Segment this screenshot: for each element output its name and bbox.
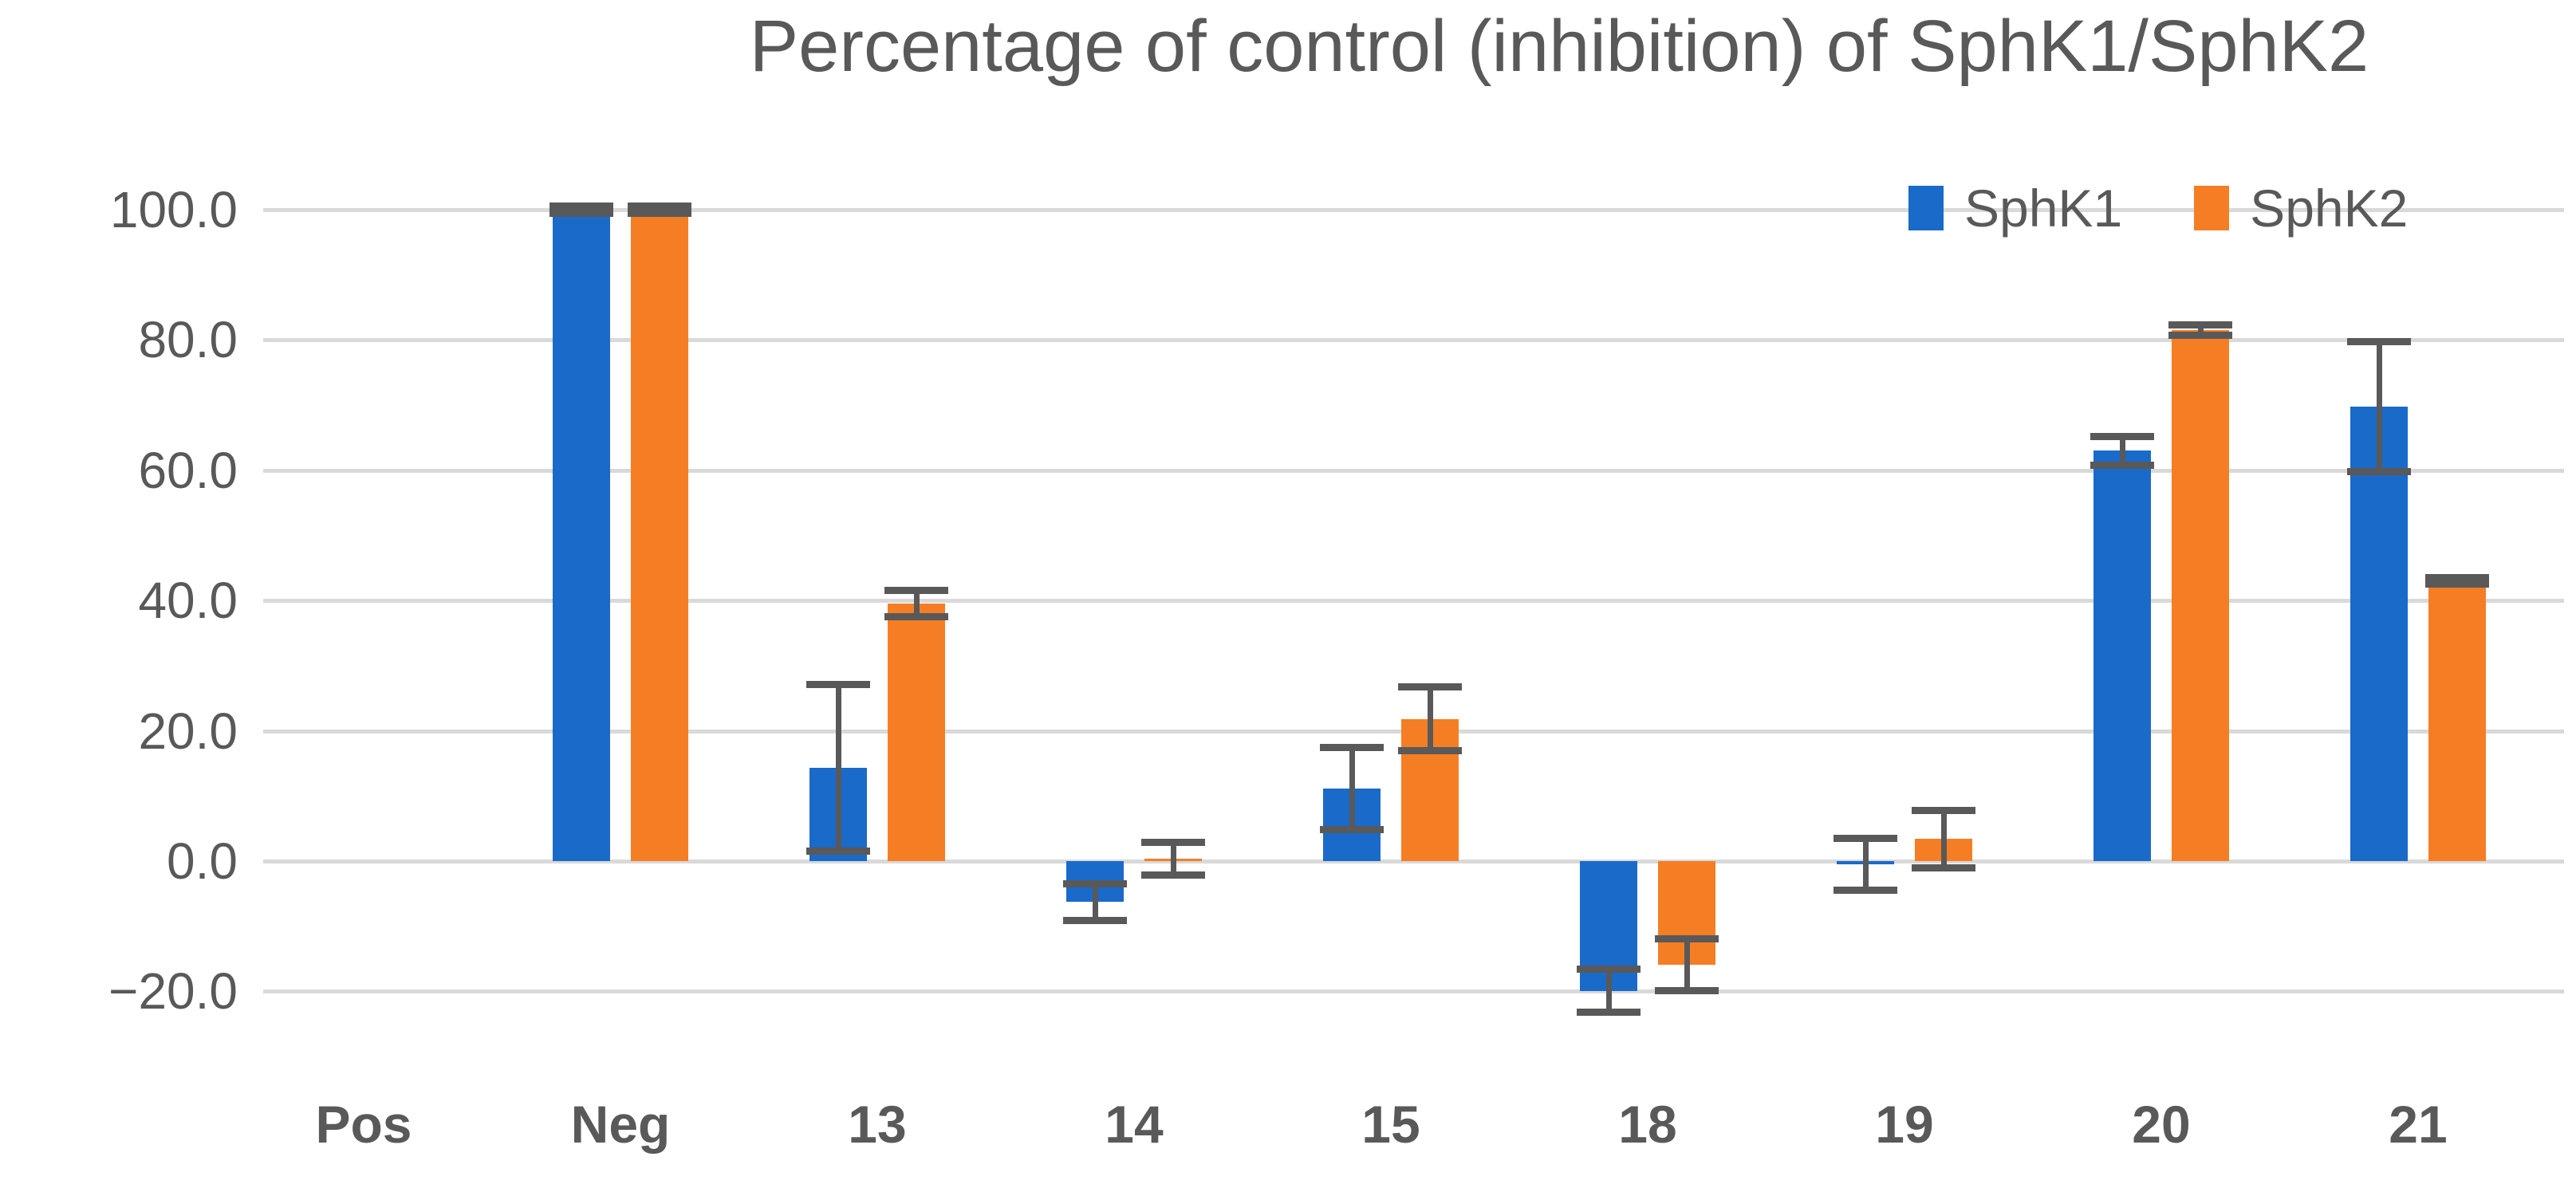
error-bar-sphk1-18-cap-top bbox=[1577, 966, 1641, 974]
bar-sphk1-20 bbox=[2093, 450, 2151, 861]
error-bar-sphk1-15-cap-top bbox=[1320, 744, 1384, 752]
error-bar-sphk2-19 bbox=[1940, 810, 1947, 868]
y-axis-tick-label: 100.0 bbox=[109, 181, 238, 238]
error-bar-sphk2-14 bbox=[1170, 842, 1176, 875]
error-bar-sphk2-19-cap-top bbox=[1912, 806, 1975, 814]
error-bar-sphk1-19 bbox=[1862, 838, 1869, 891]
bar-sphk2-neg bbox=[631, 210, 688, 861]
error-bar-sphk1-18-cap-bottom bbox=[1577, 1009, 1641, 1017]
bar-sphk2-20 bbox=[2172, 330, 2229, 861]
bar-sphk2-13 bbox=[888, 604, 945, 861]
error-bar-sphk1-neg-cap-top bbox=[549, 203, 613, 210]
error-bar-sphk2-13-cap-top bbox=[884, 587, 948, 595]
sphk1-swatch-icon bbox=[1908, 186, 1944, 230]
error-bar-sphk1-13-cap-bottom bbox=[806, 848, 870, 856]
sphk2-swatch-icon bbox=[2194, 186, 2230, 230]
legend-label-sphk2: SphK2 bbox=[2250, 179, 2409, 238]
error-bar-sphk2-20 bbox=[2197, 325, 2204, 336]
gridline bbox=[263, 208, 2564, 212]
x-axis-label-14: 14 bbox=[1105, 1095, 1164, 1154]
x-axis-label-19: 19 bbox=[1875, 1095, 1934, 1154]
error-bar-sphk2-neg-cap-top bbox=[628, 203, 691, 210]
gridline bbox=[263, 468, 2564, 473]
error-bar-sphk2-21-cap-bottom bbox=[2425, 580, 2489, 588]
y-axis-tick-label: 60.0 bbox=[138, 441, 238, 499]
x-axis-label-neg: Neg bbox=[570, 1095, 671, 1154]
error-bar-sphk1-20-cap-top bbox=[2090, 432, 2154, 440]
error-bar-sphk1-19-cap-top bbox=[1834, 834, 1897, 842]
gridline bbox=[263, 989, 2564, 994]
error-bar-sphk2-neg-cap-bottom bbox=[628, 209, 691, 217]
error-bar-sphk2-15-cap-bottom bbox=[1398, 747, 1462, 755]
x-axis-label-20: 20 bbox=[2132, 1095, 2191, 1154]
error-bar-sphk2-13 bbox=[913, 590, 920, 617]
legend-item-sphk1: SphK1 bbox=[1908, 182, 2122, 234]
bar-sphk1-21 bbox=[2350, 406, 2408, 861]
bar-sphk2-21 bbox=[2428, 580, 2486, 861]
y-axis-tick-label: 80.0 bbox=[138, 311, 238, 369]
error-bar-sphk1-18 bbox=[1605, 969, 1612, 1013]
error-bar-sphk2-14-cap-top bbox=[1141, 838, 1205, 846]
gridline bbox=[263, 860, 2564, 863]
error-bar-sphk2-15 bbox=[1427, 686, 1433, 751]
error-bar-sphk1-21-cap-bottom bbox=[2347, 467, 2411, 475]
legend: SphK1 SphK2 bbox=[1908, 182, 2408, 234]
x-axis-label-18: 18 bbox=[1618, 1095, 1677, 1154]
x-axis-label-pos: Pos bbox=[315, 1095, 412, 1154]
error-bar-sphk2-15-cap-top bbox=[1398, 683, 1462, 691]
error-bar-sphk1-15 bbox=[1349, 747, 1355, 830]
error-bar-sphk1-21-cap-top bbox=[2347, 337, 2411, 345]
error-bar-sphk2-19-cap-bottom bbox=[1912, 863, 1975, 871]
error-bar-sphk1-13 bbox=[835, 684, 841, 852]
error-bar-sphk2-20-cap-bottom bbox=[2168, 332, 2232, 340]
error-bar-sphk1-14 bbox=[1092, 883, 1098, 921]
x-axis-label-15: 15 bbox=[1361, 1095, 1420, 1154]
legend-label-sphk1: SphK1 bbox=[1964, 179, 2123, 238]
error-bar-sphk1-14-cap-bottom bbox=[1063, 916, 1127, 924]
error-bar-sphk1-20 bbox=[2119, 436, 2125, 466]
error-bar-sphk2-18-cap-top bbox=[1655, 934, 1719, 942]
error-bar-sphk1-15-cap-bottom bbox=[1320, 826, 1384, 834]
x-axis-label-13: 13 bbox=[848, 1095, 907, 1154]
error-bar-sphk1-21 bbox=[2376, 341, 2382, 472]
error-bar-sphk1-19-cap-bottom bbox=[1834, 887, 1897, 895]
chart-title: Percentage of control (inhibition) of Sp… bbox=[749, 6, 2369, 87]
y-axis-tick-label: 20.0 bbox=[138, 702, 238, 760]
error-bar-sphk2-21-cap-top bbox=[2425, 574, 2489, 582]
error-bar-sphk2-18-cap-bottom bbox=[1655, 987, 1719, 995]
y-axis-tick-label: −20.0 bbox=[108, 962, 238, 1021]
bar-sphk1-neg bbox=[553, 210, 610, 861]
error-bar-sphk1-14-cap-top bbox=[1063, 880, 1127, 888]
gridline bbox=[263, 599, 2564, 604]
error-bar-sphk2-14-cap-bottom bbox=[1141, 871, 1205, 879]
y-axis-tick-label: 40.0 bbox=[138, 572, 238, 630]
error-bar-sphk1-20-cap-bottom bbox=[2090, 461, 2154, 469]
error-bar-sphk1-13-cap-top bbox=[806, 681, 870, 689]
error-bar-sphk2-13-cap-bottom bbox=[884, 613, 948, 621]
y-axis-tick-label: 0.0 bbox=[167, 832, 238, 890]
gridline bbox=[263, 338, 2564, 343]
error-bar-sphk1-neg-cap-bottom bbox=[549, 209, 613, 217]
error-bar-sphk2-20-cap-top bbox=[2168, 321, 2232, 329]
error-bar-sphk2-18 bbox=[1684, 938, 1690, 991]
x-axis-label-21: 21 bbox=[2389, 1095, 2448, 1154]
legend-item-sphk2: SphK2 bbox=[2194, 182, 2408, 234]
